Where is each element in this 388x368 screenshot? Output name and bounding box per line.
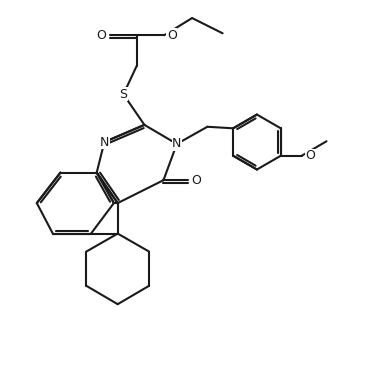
Text: N: N [100, 135, 109, 149]
Text: O: O [97, 29, 107, 42]
Text: O: O [192, 174, 202, 187]
Text: N: N [172, 137, 182, 151]
Text: O: O [167, 29, 177, 42]
Text: O: O [305, 149, 315, 162]
Text: S: S [120, 88, 127, 101]
